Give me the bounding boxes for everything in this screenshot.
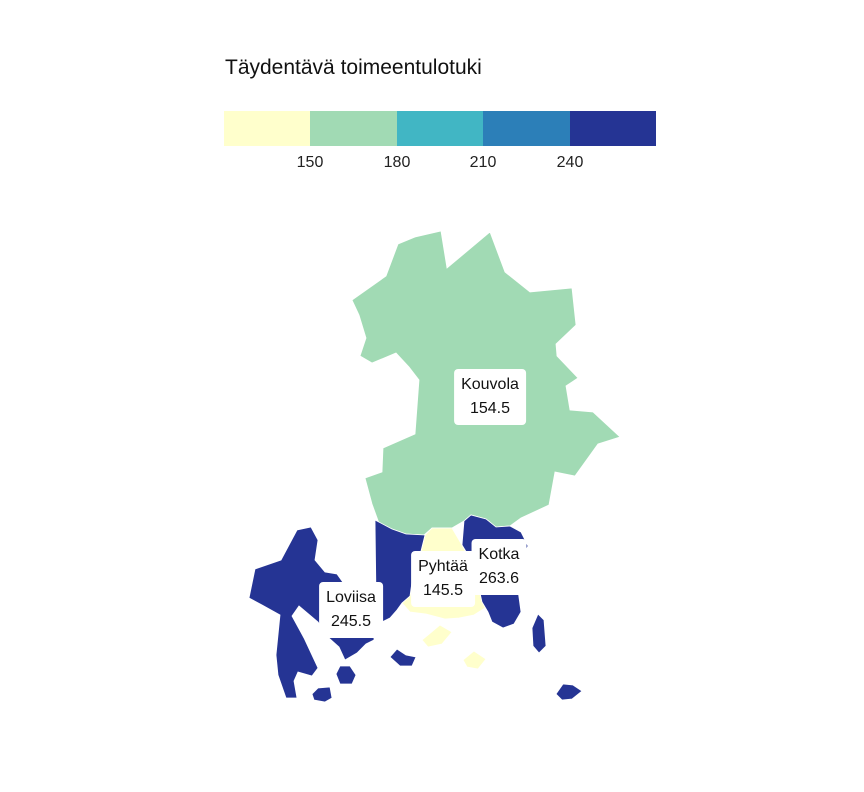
label-kotka: Kotka 263.6: [471, 539, 527, 595]
label-kouvola-value: 154.5: [469, 400, 511, 417]
region-kotka-island-2[interactable]: [555, 683, 583, 701]
legend-swatch-3: [396, 111, 484, 146]
region-pyhtaa-island-2[interactable]: [462, 650, 487, 670]
region-loviisa-island-2[interactable]: [335, 665, 357, 685]
region-kotka-island-1[interactable]: [531, 613, 547, 654]
label-loviisa: Loviisa 245.5: [319, 582, 383, 638]
legend-swatch-1: [224, 111, 311, 146]
legend-swatch-5: [569, 111, 657, 146]
label-kotka-value: 263.6: [478, 570, 520, 587]
label-loviisa-value: 245.5: [330, 613, 372, 630]
label-pyhtaa: Pyhtää 145.5: [411, 551, 475, 607]
label-kouvola-name: Kouvola: [461, 376, 519, 393]
legend-tick-150: 150: [296, 154, 324, 171]
legend-swatch-2: [310, 111, 397, 146]
legend-tick-240: 240: [556, 154, 584, 171]
legend-tick-180: 180: [383, 154, 411, 171]
label-loviisa-name: Loviisa: [326, 589, 376, 606]
region-pyhtaa-island-1[interactable]: [421, 624, 453, 648]
label-kotka-name: Kotka: [478, 546, 520, 563]
region-loviisa-island-3[interactable]: [389, 648, 417, 667]
label-kouvola: Kouvola 154.5: [454, 369, 526, 425]
region-loviisa-island-1[interactable]: [311, 686, 333, 703]
legend-swatch-4: [483, 111, 570, 146]
label-pyhtaa-name: Pyhtää: [418, 558, 468, 575]
legend-tick-210: 210: [469, 154, 497, 171]
label-pyhtaa-value: 145.5: [422, 582, 464, 599]
legend-title: Täydentävä toimeentulotuki: [225, 56, 482, 79]
legend-color-scale: [224, 111, 657, 146]
